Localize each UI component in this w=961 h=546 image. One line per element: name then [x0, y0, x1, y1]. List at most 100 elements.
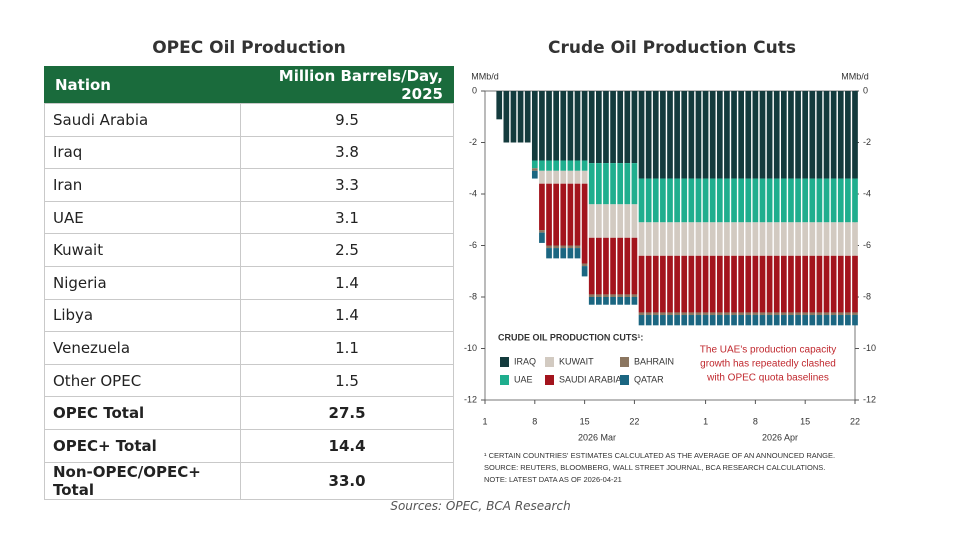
- bar-segment: [702, 178, 709, 223]
- bar-segment: [795, 222, 801, 256]
- bar-segment: [531, 91, 538, 161]
- bar-segment: [638, 315, 645, 326]
- bar-segment: [795, 91, 801, 179]
- bar-segment: [603, 204, 609, 238]
- bar-segment: [816, 315, 823, 326]
- bar-segment: [823, 222, 830, 256]
- bar-segment: [788, 255, 794, 313]
- bar-segment: [674, 91, 680, 179]
- nation-cell: Kuwait: [43, 233, 242, 267]
- y-tick-label: -10: [464, 343, 477, 353]
- row: Libya 1.4: [43, 298, 454, 333]
- legend-swatch: [545, 357, 554, 367]
- legend-label: KUWAIT: [559, 356, 594, 366]
- bar-segment: [709, 222, 716, 256]
- bar-segment: [702, 312, 709, 316]
- bar-segment: [560, 248, 567, 259]
- bar-segment: [816, 222, 823, 256]
- y2-tick-label: 0: [863, 85, 868, 95]
- bar-segment: [816, 255, 823, 313]
- bar-segment: [773, 178, 780, 223]
- month-label: 2026 Apr: [762, 432, 798, 442]
- bar-segment: [738, 91, 744, 179]
- bar-segment: [581, 263, 588, 267]
- bar-segment: [802, 315, 809, 326]
- bar-segment: [531, 170, 538, 179]
- bar-segment: [631, 163, 638, 205]
- bar-segment: [738, 178, 744, 223]
- bar-segment: [816, 312, 823, 316]
- bar-segment: [695, 178, 702, 223]
- nation-cell: Libya: [43, 298, 242, 333]
- bar-segment: [645, 255, 652, 313]
- bar-segment: [638, 178, 645, 223]
- bar-segment: [752, 178, 759, 223]
- bar-segment: [631, 297, 638, 305]
- bar-segment: [724, 91, 730, 179]
- bar-segment: [709, 255, 716, 313]
- bar-segment: [638, 222, 645, 256]
- month-label: 2026 Mar: [578, 432, 616, 442]
- bar-segment: [688, 315, 695, 326]
- y2-tick-label: -12: [863, 394, 876, 404]
- bar-segment: [788, 315, 794, 326]
- bar-segment: [773, 315, 780, 326]
- bar-segment: [588, 294, 595, 297]
- bar-segment: [574, 183, 581, 246]
- header-row: Nation Million Barrels/Day, 2025: [44, 66, 454, 104]
- bar-segment: [845, 178, 851, 223]
- bar-segment: [759, 315, 766, 326]
- legend-label: QATAR: [634, 374, 664, 384]
- bar-segment: [588, 204, 595, 238]
- bar-segment: [852, 312, 858, 316]
- bar-segment: [781, 91, 787, 179]
- bar-segment: [610, 297, 616, 305]
- bar-segment: [773, 222, 780, 256]
- bar-segment: [603, 163, 609, 205]
- bar-segment: [531, 160, 538, 169]
- bar-segment: [610, 91, 616, 164]
- bar-segment: [567, 183, 574, 246]
- legend-label: IRAQ: [514, 356, 536, 366]
- bar-segment: [709, 312, 716, 316]
- bar-segment: [638, 312, 645, 316]
- bar-segment: [795, 315, 801, 326]
- bar-segment: [674, 222, 680, 256]
- bar-segment: [539, 183, 545, 231]
- bar-segment: [617, 91, 624, 164]
- bar-segment: [624, 163, 631, 205]
- bar-segment: [510, 91, 517, 143]
- x-tick-label: 1: [482, 416, 487, 426]
- bar-segment: [496, 91, 503, 120]
- bar-segment: [574, 160, 581, 171]
- note: SOURCE: REUTERS, BLOOMBERG, WALL STREET …: [484, 463, 825, 472]
- bar-segment: [652, 312, 659, 316]
- row: Nigeria 1.4: [43, 265, 454, 300]
- bar-segment: [539, 160, 545, 171]
- bar-segment: [674, 255, 680, 313]
- bar-segment: [581, 91, 588, 161]
- bar-segment: [845, 312, 851, 316]
- bar-segment: [738, 315, 744, 326]
- bar-segment: [802, 312, 809, 316]
- note: ¹ CERTAIN COUNTRIES' ESTIMATES CALCULATE…: [484, 451, 835, 460]
- bar-segment: [517, 91, 524, 143]
- bar-segment: [809, 178, 816, 223]
- bar-segment: [830, 178, 837, 223]
- bar-segment: [816, 178, 823, 223]
- row: UAE 3.1: [43, 200, 454, 235]
- bar-segment: [638, 255, 645, 313]
- x-tick-label: 8: [753, 416, 758, 426]
- bar-segment: [745, 255, 752, 313]
- bar-segment: [553, 248, 559, 259]
- bar-segment: [667, 315, 673, 326]
- bar-segment: [766, 178, 773, 223]
- bar-segment: [588, 163, 595, 205]
- value-cell: 9.5: [240, 103, 454, 137]
- bar-segment: [781, 178, 787, 223]
- bar-segment: [539, 91, 545, 161]
- bar-segment: [759, 178, 766, 223]
- bar-segment: [560, 91, 567, 161]
- bar-segment: [588, 91, 595, 164]
- bar-segment: [788, 222, 794, 256]
